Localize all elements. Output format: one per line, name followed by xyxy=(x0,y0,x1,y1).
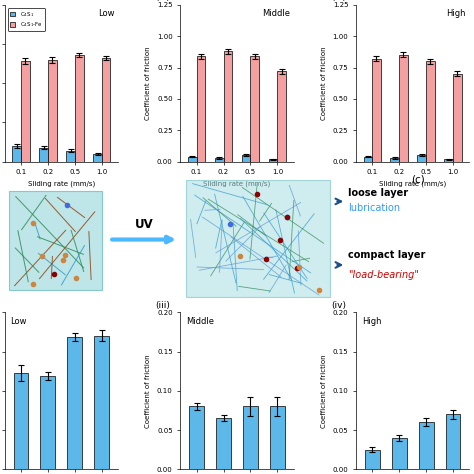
Bar xyxy=(94,336,109,469)
Bar xyxy=(242,155,250,162)
Bar xyxy=(93,154,102,162)
FancyBboxPatch shape xyxy=(9,191,102,291)
Text: (iii): (iii) xyxy=(155,0,170,2)
Bar xyxy=(224,51,232,162)
Bar xyxy=(102,58,110,162)
Bar xyxy=(48,60,56,162)
Text: (iv): (iv) xyxy=(331,301,346,310)
Bar xyxy=(75,55,83,162)
Bar xyxy=(364,157,372,162)
Text: (iii): (iii) xyxy=(155,301,170,310)
Bar xyxy=(365,450,380,469)
Bar xyxy=(453,74,462,162)
Bar xyxy=(426,61,435,162)
Text: Middle: Middle xyxy=(186,317,214,326)
Y-axis label: Coefficient of friction: Coefficient of friction xyxy=(146,46,151,120)
Bar xyxy=(21,61,29,162)
Bar xyxy=(215,158,224,162)
Text: (c): (c) xyxy=(411,175,425,185)
Y-axis label: Coefficient of friction: Coefficient of friction xyxy=(321,354,327,428)
Bar xyxy=(392,438,407,469)
Bar xyxy=(445,159,453,162)
X-axis label: Sliding rate (mm/s): Sliding rate (mm/s) xyxy=(379,181,446,187)
Bar xyxy=(189,407,204,469)
Text: loose layer: loose layer xyxy=(348,188,409,198)
Bar xyxy=(446,414,461,469)
Text: Middle: Middle xyxy=(262,9,290,18)
Bar xyxy=(277,71,286,162)
X-axis label: Sliding rate (mm/s): Sliding rate (mm/s) xyxy=(28,181,95,187)
Bar xyxy=(188,157,197,162)
Text: lubrication: lubrication xyxy=(348,203,401,213)
Text: "load-bearing": "load-bearing" xyxy=(348,270,419,280)
Bar xyxy=(269,159,277,162)
Y-axis label: Coefficient of friction: Coefficient of friction xyxy=(321,46,327,120)
Bar xyxy=(13,373,28,469)
Bar xyxy=(270,407,285,469)
Bar xyxy=(391,158,399,162)
Bar xyxy=(12,146,21,162)
Bar xyxy=(419,422,434,469)
Text: UV: UV xyxy=(135,218,154,231)
Text: High: High xyxy=(447,9,466,18)
Bar xyxy=(399,55,408,162)
Text: Low: Low xyxy=(98,9,115,18)
Text: High: High xyxy=(362,317,381,326)
Bar xyxy=(372,59,381,162)
Bar xyxy=(250,56,259,162)
Y-axis label: Coefficient of friction: Coefficient of friction xyxy=(146,354,151,428)
Bar xyxy=(216,418,231,469)
Bar xyxy=(40,376,55,469)
Bar xyxy=(418,155,426,162)
Legend: C$_4$S$_1$, C$_4$S$_1$-Fe: C$_4$S$_1$, C$_4$S$_1$-Fe xyxy=(8,8,45,31)
Text: compact layer: compact layer xyxy=(348,250,426,260)
Bar xyxy=(66,151,75,162)
Bar xyxy=(197,56,205,162)
Text: (iv): (iv) xyxy=(331,0,346,2)
FancyBboxPatch shape xyxy=(186,180,330,297)
Bar xyxy=(243,407,258,469)
Bar xyxy=(39,147,48,162)
Bar xyxy=(67,337,82,469)
X-axis label: Sliding rate (mm/s): Sliding rate (mm/s) xyxy=(203,181,271,187)
Text: Low: Low xyxy=(10,317,27,326)
